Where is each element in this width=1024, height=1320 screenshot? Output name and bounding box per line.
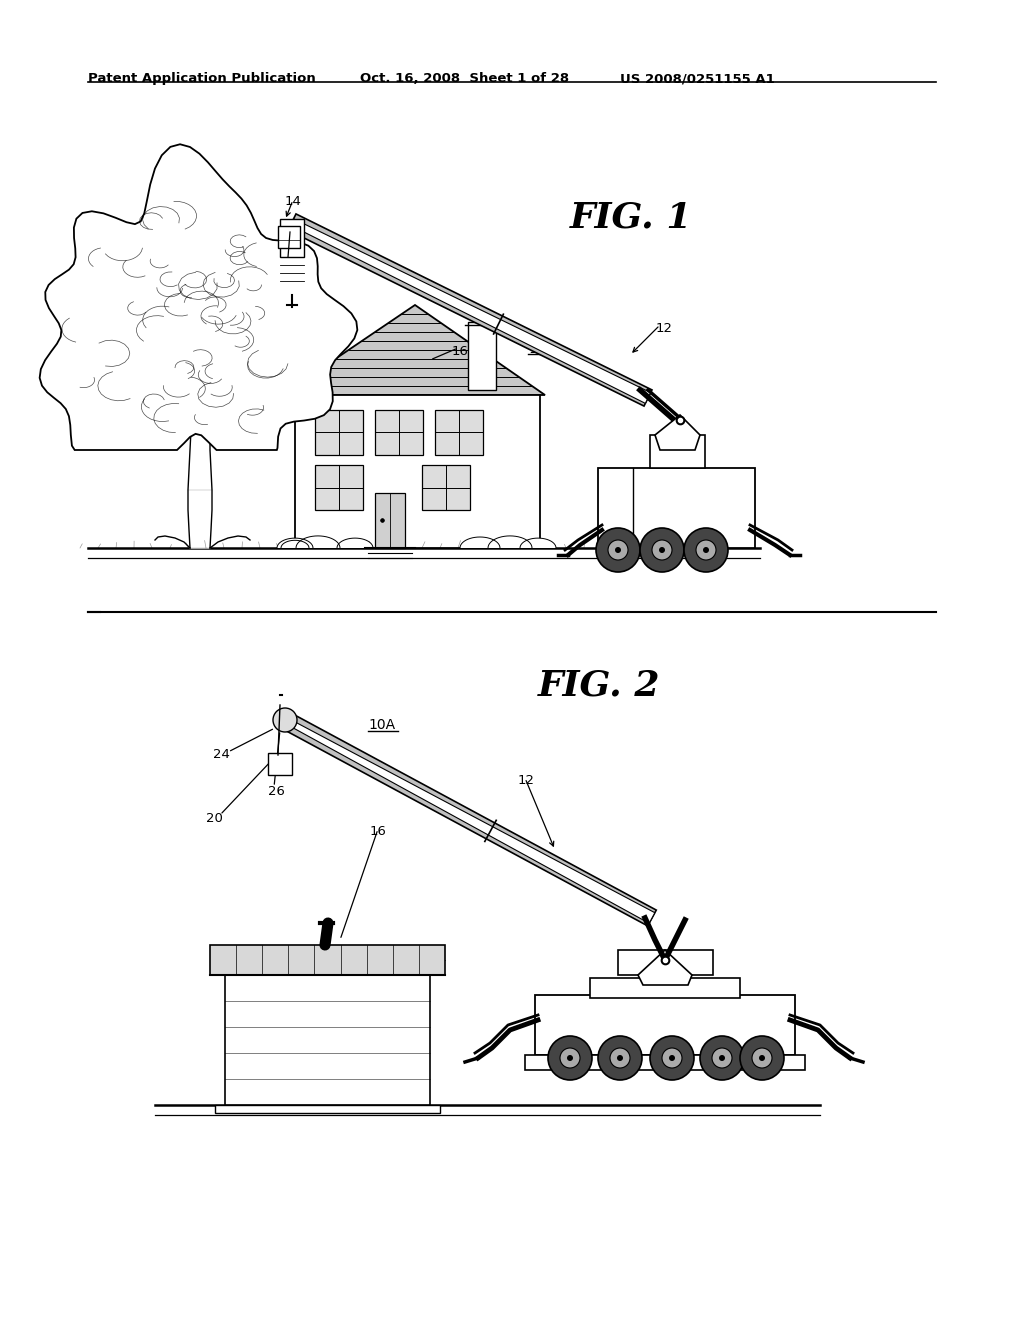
Bar bbox=[375, 411, 423, 455]
Polygon shape bbox=[40, 144, 357, 450]
Circle shape bbox=[659, 546, 665, 553]
Circle shape bbox=[548, 1036, 592, 1080]
Text: 14: 14 bbox=[285, 195, 302, 209]
Circle shape bbox=[719, 1055, 725, 1061]
Polygon shape bbox=[278, 539, 313, 548]
Bar bbox=[618, 950, 713, 975]
Bar bbox=[278, 226, 300, 248]
Circle shape bbox=[700, 1036, 744, 1080]
Circle shape bbox=[662, 1048, 682, 1068]
Circle shape bbox=[596, 528, 640, 572]
Polygon shape bbox=[281, 711, 656, 925]
Bar bbox=[215, 1105, 440, 1113]
Text: Patent Application Publication: Patent Application Publication bbox=[88, 73, 315, 84]
Circle shape bbox=[560, 1048, 580, 1068]
Bar bbox=[468, 322, 496, 389]
Bar bbox=[598, 469, 755, 548]
Bar bbox=[295, 395, 540, 548]
Polygon shape bbox=[337, 539, 373, 548]
Bar bbox=[268, 752, 292, 775]
Bar bbox=[590, 978, 740, 998]
Bar bbox=[525, 1055, 805, 1071]
Polygon shape bbox=[282, 305, 545, 395]
Text: US 2008/0251155 A1: US 2008/0251155 A1 bbox=[620, 73, 775, 84]
Text: 10A: 10A bbox=[368, 718, 395, 733]
Bar bbox=[315, 411, 362, 455]
Circle shape bbox=[610, 1048, 630, 1068]
Text: FIG. 1: FIG. 1 bbox=[570, 201, 692, 235]
Circle shape bbox=[650, 1036, 694, 1080]
Text: 26: 26 bbox=[307, 298, 324, 312]
Polygon shape bbox=[296, 536, 340, 548]
Circle shape bbox=[752, 1048, 772, 1068]
Polygon shape bbox=[638, 950, 692, 985]
Polygon shape bbox=[488, 536, 532, 548]
Circle shape bbox=[640, 528, 684, 572]
Text: Oct. 16, 2008  Sheet 1 of 28: Oct. 16, 2008 Sheet 1 of 28 bbox=[360, 73, 569, 84]
Circle shape bbox=[615, 546, 621, 553]
Bar bbox=[375, 492, 406, 548]
Text: 10: 10 bbox=[528, 342, 546, 356]
Polygon shape bbox=[281, 540, 309, 548]
Text: 20: 20 bbox=[206, 812, 223, 825]
Bar bbox=[650, 436, 705, 469]
Bar bbox=[225, 975, 430, 1105]
Polygon shape bbox=[291, 219, 650, 404]
Text: 18: 18 bbox=[132, 232, 148, 246]
Circle shape bbox=[703, 546, 709, 553]
Circle shape bbox=[567, 1055, 573, 1061]
Polygon shape bbox=[284, 717, 655, 923]
Circle shape bbox=[669, 1055, 675, 1061]
Text: 24: 24 bbox=[213, 748, 229, 762]
Bar bbox=[422, 465, 470, 510]
Circle shape bbox=[696, 540, 716, 560]
Polygon shape bbox=[460, 537, 500, 548]
Circle shape bbox=[273, 708, 297, 733]
Text: FIG. 2: FIG. 2 bbox=[538, 669, 660, 704]
Polygon shape bbox=[655, 414, 700, 450]
Text: 12: 12 bbox=[656, 322, 673, 335]
Bar bbox=[280, 219, 304, 257]
Polygon shape bbox=[288, 214, 652, 407]
Circle shape bbox=[598, 1036, 642, 1080]
Bar bbox=[315, 465, 362, 510]
Text: 16: 16 bbox=[452, 345, 469, 358]
Circle shape bbox=[740, 1036, 784, 1080]
Polygon shape bbox=[520, 539, 556, 548]
Bar bbox=[210, 945, 445, 975]
Text: 26: 26 bbox=[268, 785, 285, 799]
Circle shape bbox=[759, 1055, 765, 1061]
Circle shape bbox=[684, 528, 728, 572]
Bar bbox=[435, 411, 483, 455]
Text: 16: 16 bbox=[370, 825, 387, 838]
Text: 20: 20 bbox=[272, 261, 289, 275]
Circle shape bbox=[652, 540, 672, 560]
Bar bbox=[535, 995, 795, 1055]
Text: 12: 12 bbox=[518, 774, 535, 787]
Circle shape bbox=[712, 1048, 732, 1068]
Circle shape bbox=[617, 1055, 623, 1061]
Polygon shape bbox=[188, 330, 214, 548]
Circle shape bbox=[608, 540, 628, 560]
